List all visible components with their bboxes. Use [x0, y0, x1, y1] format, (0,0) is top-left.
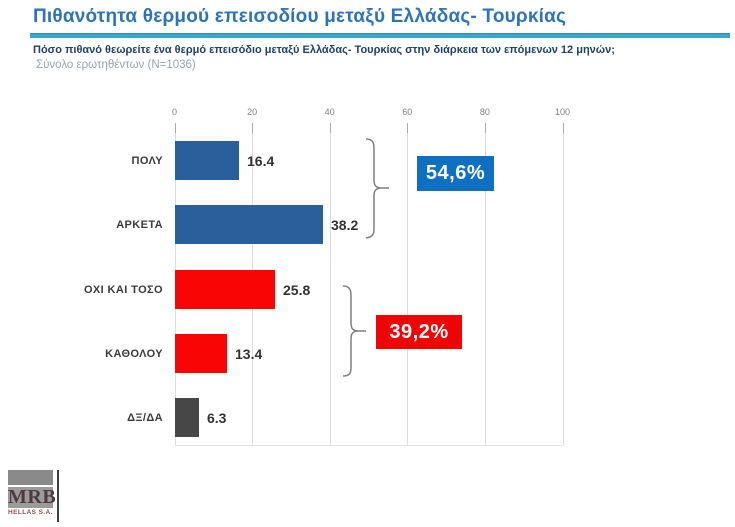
category-label: ΠΟΛΥ — [131, 154, 163, 167]
x-tick-label: 40 — [324, 107, 335, 117]
x-tick-label: 60 — [402, 107, 413, 117]
x-tick-label: 100 — [554, 107, 571, 117]
x-tick-label: 20 — [247, 107, 258, 117]
category-label: ΔΞ/ΔΑ — [127, 411, 163, 424]
mrb-logo-text: MRB — [8, 486, 57, 508]
survey-question: Πόσο πιθανό θεωρείτε ένα θερμό επεισόδιο… — [33, 44, 615, 56]
bar-value-label: 16.4 — [247, 152, 275, 169]
mrb-logo-rule — [57, 470, 59, 522]
mrb-logo-subtext: HELLAS S.A. — [8, 509, 53, 516]
x-gridline — [329, 123, 331, 445]
bar-1 — [175, 141, 239, 180]
x-axis-tick — [484, 123, 486, 133]
page-title: Πιθανότητα θερμού επεισοδίου μεταξύ Ελλά… — [33, 6, 567, 27]
bar-3 — [175, 270, 275, 309]
brace-blue-group — [365, 138, 389, 239]
x-gridline — [562, 123, 564, 445]
category-label: ΟΧΙ ΚΑΙ ΤΟΣΟ — [83, 283, 163, 296]
x-axis-tick — [174, 123, 176, 133]
x-tick-label: 80 — [479, 107, 490, 117]
bar-value-label: 25.8 — [283, 281, 311, 298]
bar-value-label: 13.4 — [235, 345, 263, 362]
category-label: ΑΡΚΕΤΑ — [116, 218, 163, 231]
x-axis-tick — [562, 123, 564, 133]
title-underline — [30, 33, 730, 38]
x-tick-label: 0 — [171, 107, 177, 117]
group-total-badge-red: 39,2% — [376, 315, 462, 349]
category-label: ΚΑΘΟΛΟΥ — [105, 347, 163, 360]
x-axis-tick — [252, 123, 254, 133]
bar-2 — [175, 205, 323, 244]
x-gridline — [484, 123, 486, 445]
bar-5 — [175, 398, 199, 437]
bar-4 — [175, 334, 227, 373]
x-axis-tick — [329, 123, 331, 133]
sample-size: Σύνολο ερωτηθέντων (N=1036) — [36, 59, 196, 71]
mrb-logo: MRB HELLAS S.A. — [8, 470, 59, 522]
bar-value-label: 38.2 — [331, 216, 359, 233]
mrb-logo-block — [8, 470, 53, 485]
x-axis-line — [174, 445, 563, 446]
x-axis-tick — [407, 123, 409, 133]
x-gridline — [407, 123, 409, 445]
bar-value-label: 6.3 — [207, 409, 227, 426]
brace-red-group — [342, 285, 366, 377]
group-total-badge-blue: 54,6% — [417, 156, 494, 191]
